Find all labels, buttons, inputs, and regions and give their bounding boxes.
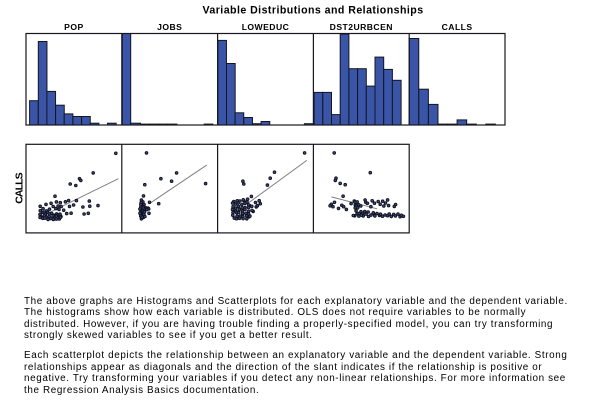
- svg-text:DST2URBCEN: DST2URBCEN: [330, 22, 393, 32]
- svg-text:LOWEDUC: LOWEDUC: [242, 22, 290, 32]
- svg-text:POP: POP: [64, 22, 84, 32]
- svg-text:JOBS: JOBS: [157, 22, 182, 32]
- svg-text:CALLS: CALLS: [442, 22, 473, 32]
- svg-text:Variable Distributions and Rel: Variable Distributions and Relationships: [202, 5, 423, 17]
- svg-text:CALLS: CALLS: [14, 172, 26, 203]
